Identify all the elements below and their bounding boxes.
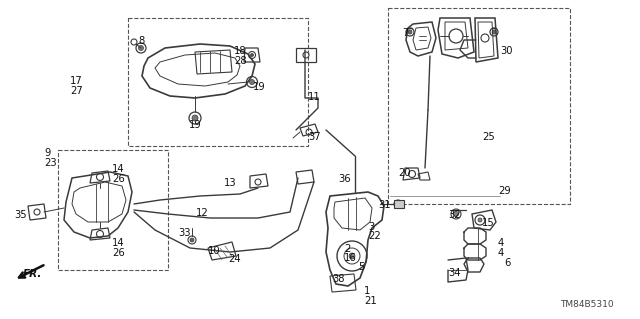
Text: 3: 3	[368, 222, 374, 232]
Text: 37: 37	[308, 132, 321, 142]
Text: 19: 19	[253, 82, 266, 92]
Bar	[128, 18, 308, 146]
Text: FR.: FR.	[22, 269, 42, 279]
Text: 20: 20	[398, 168, 411, 178]
Text: 22: 22	[368, 231, 381, 241]
Bar	[58, 150, 168, 270]
Text: 11: 11	[308, 92, 321, 102]
Text: 31: 31	[378, 200, 390, 210]
Text: 16: 16	[344, 253, 356, 263]
Text: 34: 34	[448, 268, 461, 278]
Text: 15: 15	[482, 218, 495, 228]
Text: 17: 17	[70, 76, 83, 86]
Text: 23: 23	[44, 158, 56, 168]
Text: 28: 28	[234, 56, 246, 66]
Text: 6: 6	[504, 258, 510, 268]
Bar	[388, 8, 570, 204]
Text: 29: 29	[498, 186, 511, 196]
Circle shape	[349, 253, 355, 259]
Text: 9: 9	[44, 148, 51, 158]
Text: 12: 12	[196, 208, 209, 218]
Text: 35: 35	[14, 210, 27, 220]
Text: 1: 1	[364, 286, 371, 296]
Text: 13: 13	[224, 178, 237, 188]
Text: 7: 7	[402, 28, 408, 38]
Circle shape	[478, 218, 482, 222]
Text: 18: 18	[234, 46, 246, 56]
Text: 5: 5	[358, 262, 364, 272]
Circle shape	[408, 30, 412, 34]
Text: 26: 26	[112, 248, 125, 258]
Circle shape	[190, 238, 194, 242]
Text: 26: 26	[112, 174, 125, 184]
Text: 30: 30	[500, 46, 513, 56]
Polygon shape	[394, 200, 404, 208]
Circle shape	[492, 30, 496, 34]
Text: 4: 4	[498, 248, 504, 258]
Text: 19: 19	[189, 120, 202, 130]
Text: 36: 36	[338, 174, 351, 184]
Circle shape	[192, 115, 198, 121]
Circle shape	[250, 79, 255, 85]
Text: 38: 38	[332, 274, 344, 284]
Text: 21: 21	[364, 296, 377, 306]
Text: 24: 24	[228, 254, 241, 264]
Text: 8: 8	[138, 36, 144, 46]
Text: 32: 32	[448, 210, 461, 220]
Text: 2: 2	[344, 244, 350, 254]
Circle shape	[454, 211, 458, 217]
Text: 10: 10	[208, 246, 221, 256]
Circle shape	[138, 46, 143, 50]
Text: 14: 14	[112, 238, 125, 248]
Text: 4: 4	[498, 238, 504, 248]
Text: TM84B5310: TM84B5310	[560, 300, 614, 309]
Circle shape	[250, 54, 253, 56]
Text: 14: 14	[112, 164, 125, 174]
Text: 33: 33	[178, 228, 191, 238]
Text: 27: 27	[70, 86, 83, 96]
Text: 25: 25	[482, 132, 495, 142]
